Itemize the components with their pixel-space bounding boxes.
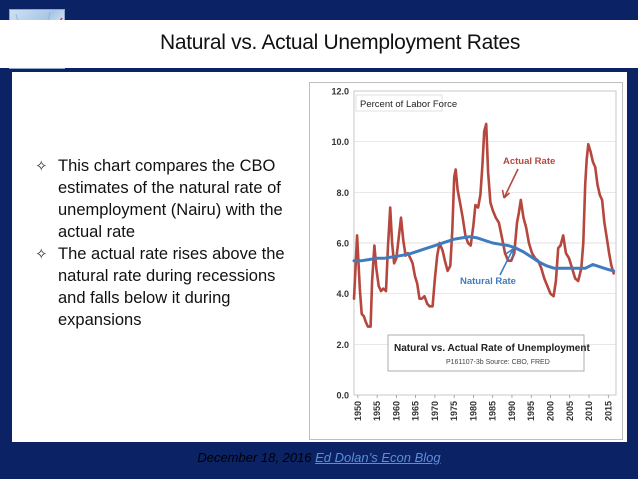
bullet-item: ✧ This chart compares the CBO estimates … xyxy=(32,155,302,243)
actual-rate-annotation: Actual Rate xyxy=(503,156,555,167)
footer-blog-link[interactable]: Ed Dolan’s Econ Blog xyxy=(315,450,441,465)
x-tick-label: 1975 xyxy=(449,401,459,421)
x-tick-label: 1960 xyxy=(391,401,401,421)
bullet-text: This chart compares the CBO estimates of… xyxy=(58,157,283,241)
y-tick-label: 0.0 xyxy=(336,391,349,401)
x-tick-label: 2015 xyxy=(603,401,613,421)
bullet-item: ✧ The actual rate rises above the natura… xyxy=(32,243,302,331)
y-tick-label: 12.0 xyxy=(331,87,349,97)
natural-rate-arrow xyxy=(499,248,514,276)
x-tick-label: 1990 xyxy=(507,401,517,421)
chart-title: Natural vs. Actual Rate of Unemployment xyxy=(394,343,590,354)
x-tick-label: 1995 xyxy=(526,401,536,421)
slide-title: Natural vs. Actual Unemployment Rates xyxy=(160,31,521,54)
chart-series xyxy=(352,122,616,328)
y-tick-label: 4.0 xyxy=(336,289,349,299)
x-tick-label: 2005 xyxy=(565,401,575,421)
y-axis-label: Percent of Labor Force xyxy=(360,99,457,110)
footer-credit: December 18, 2016 Ed Dolan’s Econ Blog xyxy=(0,450,638,465)
x-tick-label: 2010 xyxy=(584,401,594,421)
four-point-star-icon: ✧ xyxy=(35,245,48,263)
x-tick-label: 1955 xyxy=(372,401,382,421)
y-tick-label: 2.0 xyxy=(336,340,349,350)
ylabel-box: Percent of Labor Force xyxy=(355,94,457,112)
footer-date: December 18, 2016 xyxy=(197,450,312,465)
x-tick-label: 1950 xyxy=(353,401,363,421)
natural-rate-annotation: Natural Rate xyxy=(460,276,516,287)
bullet-list: ✧ This chart compares the CBO estimates … xyxy=(32,155,302,331)
chart-frame: 0.0 2.0 4.0 6.0 8.0 10.0 12.0 1950 1955 1960 1965… xyxy=(309,82,623,440)
x-tick-label: 1970 xyxy=(430,401,440,421)
slide-content-panel: ✧ This chart compares the CBO estimates … xyxy=(12,72,627,442)
chart-title-box: Natural vs. Actual Rate of Unemployment … xyxy=(387,334,590,372)
bullet-text: The actual rate rises above the natural … xyxy=(58,245,285,329)
y-tick-label: 6.0 xyxy=(336,239,349,249)
actual-rate-arrow xyxy=(503,168,519,199)
x-tick-label: 1965 xyxy=(411,401,421,421)
natural-rate-line xyxy=(352,235,616,273)
x-tick-label: 1985 xyxy=(488,401,498,421)
chart-subtitle: P161107-3b Source: CBO, FRED xyxy=(446,359,550,366)
four-point-star-icon: ✧ xyxy=(35,157,48,175)
y-tick-label: 10.0 xyxy=(331,137,349,147)
y-axis-ticks: 0.0 2.0 4.0 6.0 8.0 10.0 12.0 xyxy=(331,87,349,401)
actual-rate-arrowhead xyxy=(501,189,511,199)
title-bar xyxy=(0,20,638,68)
x-axis-ticks: 1950 1955 1960 1965 1970 1975 1980 1985 1990 1995… xyxy=(353,395,613,421)
unemployment-chart: 0.0 2.0 4.0 6.0 8.0 10.0 12.0 1950 1955 1960 1965… xyxy=(310,83,622,439)
x-tick-label: 2000 xyxy=(546,401,556,421)
y-tick-label: 8.0 xyxy=(336,188,349,198)
natural-rate-arrowhead xyxy=(506,248,514,257)
x-tick-label: 1980 xyxy=(468,401,478,421)
